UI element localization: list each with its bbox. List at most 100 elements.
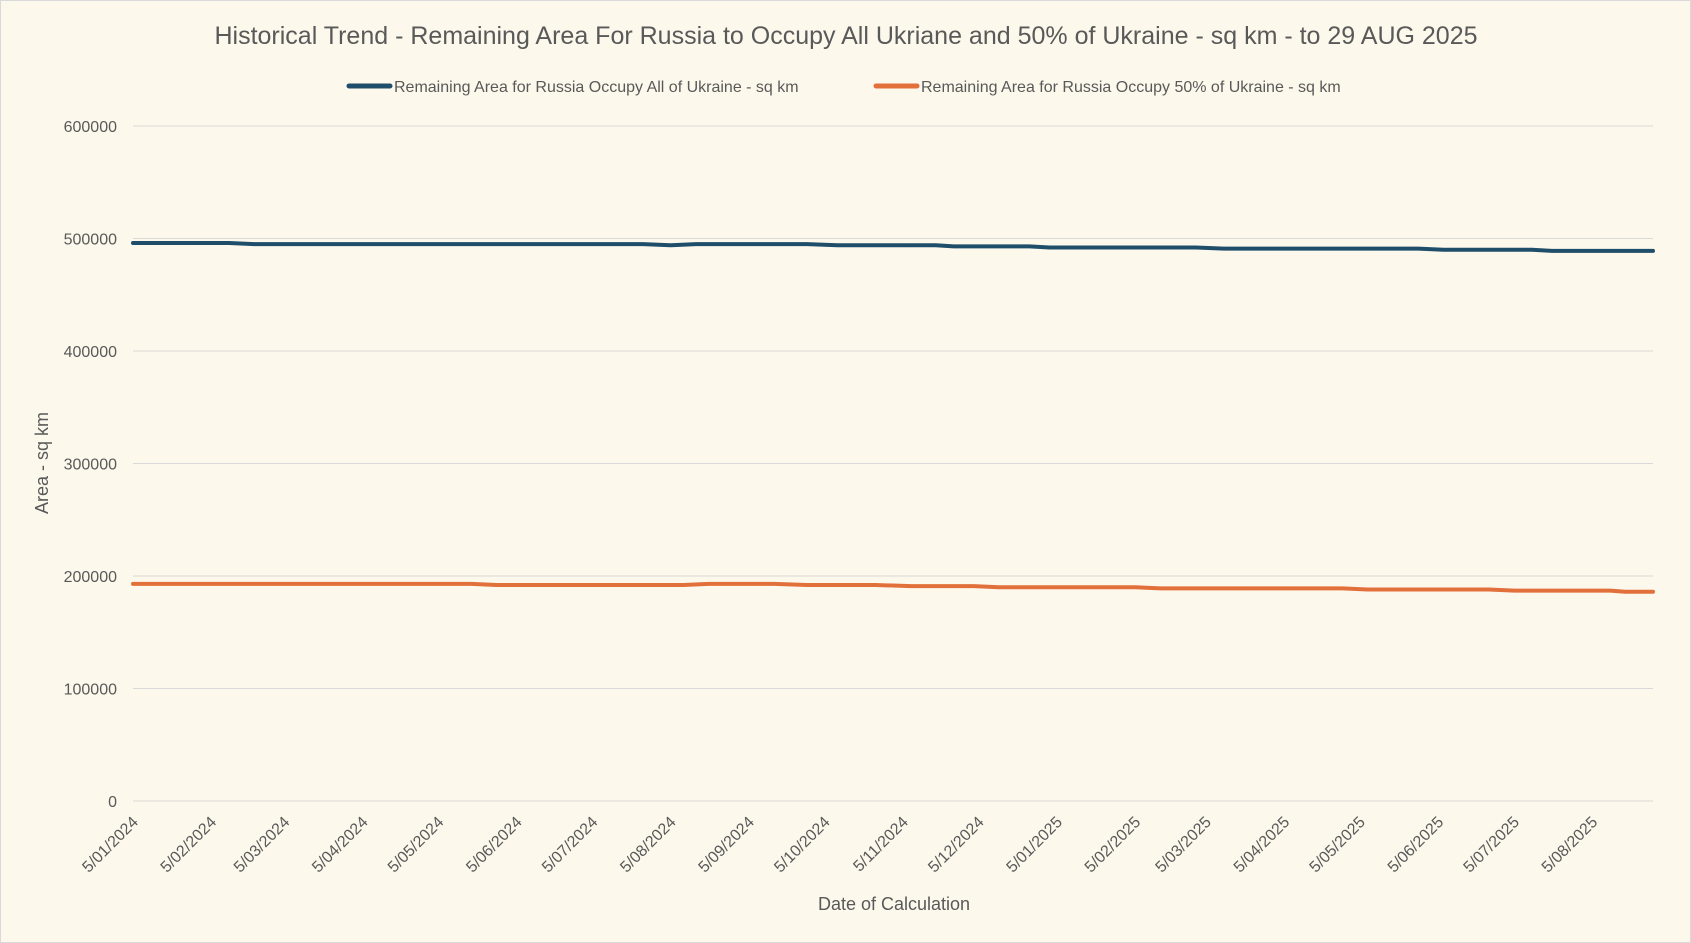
data-point-series-1 bbox=[901, 243, 905, 247]
data-point-series-1 bbox=[1146, 246, 1150, 249]
data-point-series-2 bbox=[1487, 588, 1491, 591]
x-tick-label: 5/03/2024 bbox=[231, 814, 293, 876]
data-point-series-1 bbox=[515, 242, 519, 246]
x-tick-label: 5/03/2025 bbox=[1153, 814, 1215, 876]
data-point-series-1 bbox=[1048, 246, 1051, 249]
data-point-series-1 bbox=[934, 243, 938, 247]
data-point-series-1 bbox=[836, 243, 839, 247]
data-point-series-2 bbox=[772, 582, 776, 586]
data-point-series-2 bbox=[437, 582, 440, 586]
x-tick-label: 5/07/2025 bbox=[1461, 814, 1523, 876]
data-point-series-1 bbox=[131, 241, 135, 245]
data-point-series-1 bbox=[437, 242, 440, 246]
data-point-series-2 bbox=[641, 583, 645, 587]
data-point-series-1 bbox=[1512, 248, 1516, 252]
x-tick-label: 5/04/2024 bbox=[309, 814, 371, 876]
data-point-series-2 bbox=[909, 584, 913, 588]
data-point-series-1 bbox=[1530, 248, 1534, 252]
data-point-series-2 bbox=[1229, 586, 1233, 590]
data-point-series-1 bbox=[1590, 249, 1594, 253]
data-point-series-2 bbox=[1282, 586, 1286, 590]
data-point-series-1 bbox=[1282, 247, 1286, 251]
data-point-series-2 bbox=[283, 582, 286, 586]
legend: Remaining Area for Russia Occupy All of … bbox=[346, 79, 1341, 96]
data-point-series-2 bbox=[209, 582, 213, 586]
data-point-series-2 bbox=[1608, 589, 1612, 593]
chart-title: Historical Trend - Remaining Area For Ru… bbox=[214, 22, 1477, 50]
data-point-series-1 bbox=[361, 242, 365, 246]
x-tick-label: 5/05/2025 bbox=[1307, 814, 1369, 876]
x-tick-label: 5/08/2025 bbox=[1539, 814, 1601, 876]
y-tick-label: 600000 bbox=[64, 119, 117, 136]
data-point-series-2 bbox=[681, 583, 685, 587]
data-point-series-2 bbox=[1651, 590, 1655, 594]
x-tick-label: 5/05/2024 bbox=[385, 814, 447, 876]
data-point-series-2 bbox=[1623, 590, 1627, 594]
data-point-series-1 bbox=[1441, 248, 1445, 252]
data-point-series-1 bbox=[805, 242, 809, 246]
data-point-series-1 bbox=[1550, 249, 1554, 253]
legend-label-series-1: Remaining Area for Russia Occupy All of … bbox=[394, 79, 799, 96]
data-point-series-2 bbox=[805, 583, 809, 587]
legend-label-series-2: Remaining Area for Russia Occupy 50% of … bbox=[921, 79, 1341, 96]
data-point-series-2 bbox=[1080, 585, 1084, 589]
data-point-series-2 bbox=[997, 585, 1001, 589]
y-tick-label: 300000 bbox=[64, 457, 117, 474]
data-point-series-2 bbox=[707, 582, 711, 586]
x-tick-label: 5/02/2024 bbox=[158, 814, 220, 876]
data-point-series-2 bbox=[1159, 586, 1163, 590]
data-point-series-1 bbox=[669, 243, 673, 247]
x-tick-label: 5/07/2024 bbox=[539, 814, 601, 876]
x-axis-title: Date of Calculation bbox=[818, 894, 970, 914]
x-tick-label: 5/09/2024 bbox=[696, 814, 758, 876]
data-point-series-2 bbox=[873, 583, 877, 587]
x-tick-label: 5/06/2025 bbox=[1385, 814, 1447, 876]
data-point-series-1 bbox=[252, 242, 256, 246]
data-point-series-1 bbox=[295, 242, 299, 246]
series-line-2 bbox=[131, 581, 1655, 594]
data-point-series-2 bbox=[1436, 588, 1440, 591]
data-point-series-2 bbox=[1340, 586, 1344, 590]
data-point-series-1 bbox=[591, 242, 594, 246]
x-tick-label: 5/08/2024 bbox=[617, 814, 679, 876]
data-point-series-1 bbox=[227, 241, 231, 245]
gridlines bbox=[133, 125, 1653, 802]
x-tick-label: 5/04/2025 bbox=[1231, 814, 1293, 876]
x-tick-label: 5/12/2024 bbox=[925, 814, 987, 876]
data-point-series-2 bbox=[1590, 589, 1594, 593]
y-tick-label: 400000 bbox=[64, 344, 117, 361]
x-tick-label: 5/01/2025 bbox=[1004, 814, 1066, 876]
data-point-series-1 bbox=[1358, 247, 1362, 251]
data-point-series-1 bbox=[1651, 249, 1655, 253]
data-point-series-2 bbox=[469, 582, 473, 586]
data-point-series-1 bbox=[747, 242, 751, 246]
x-tick-label: 5/10/2024 bbox=[771, 814, 833, 876]
data-point-series-1 bbox=[1416, 247, 1420, 251]
series-line-1 bbox=[131, 241, 1655, 253]
data-point-series-2 bbox=[361, 582, 365, 586]
data-point-series-1 bbox=[1222, 247, 1226, 251]
data-point-series-1 bbox=[1027, 244, 1031, 248]
data-point-series-2 bbox=[131, 582, 135, 586]
x-tick-label: 5/11/2024 bbox=[850, 814, 912, 876]
x-tick-label: 5/01/2024 bbox=[79, 814, 141, 876]
data-point-series-1 bbox=[1106, 246, 1110, 249]
data-point-series-2 bbox=[1133, 585, 1137, 589]
y-tick-label: 0 bbox=[108, 794, 117, 811]
x-axis-ticks: 5/01/2024 5/02/2024 5/03/2024 5/04/2024 5/05… bbox=[79, 814, 1601, 876]
data-point-series-1 bbox=[1194, 246, 1198, 249]
data-point-series-2 bbox=[565, 583, 569, 587]
data-point-series-1 bbox=[952, 244, 956, 248]
data-point-series-1 bbox=[694, 242, 698, 246]
y-tick-label: 200000 bbox=[64, 569, 117, 586]
series-lines bbox=[131, 241, 1655, 594]
x-tick-label: 5/06/2024 bbox=[463, 814, 525, 876]
data-point-series-1 bbox=[182, 241, 185, 245]
y-tick-label: 500000 bbox=[64, 232, 117, 249]
data-point-series-2 bbox=[972, 584, 976, 588]
data-point-series-1 bbox=[641, 242, 645, 246]
data-point-series-2 bbox=[1512, 589, 1516, 593]
y-axis-ticks: 0 100000 200000 300000 400000 500000 600000 bbox=[64, 119, 117, 811]
